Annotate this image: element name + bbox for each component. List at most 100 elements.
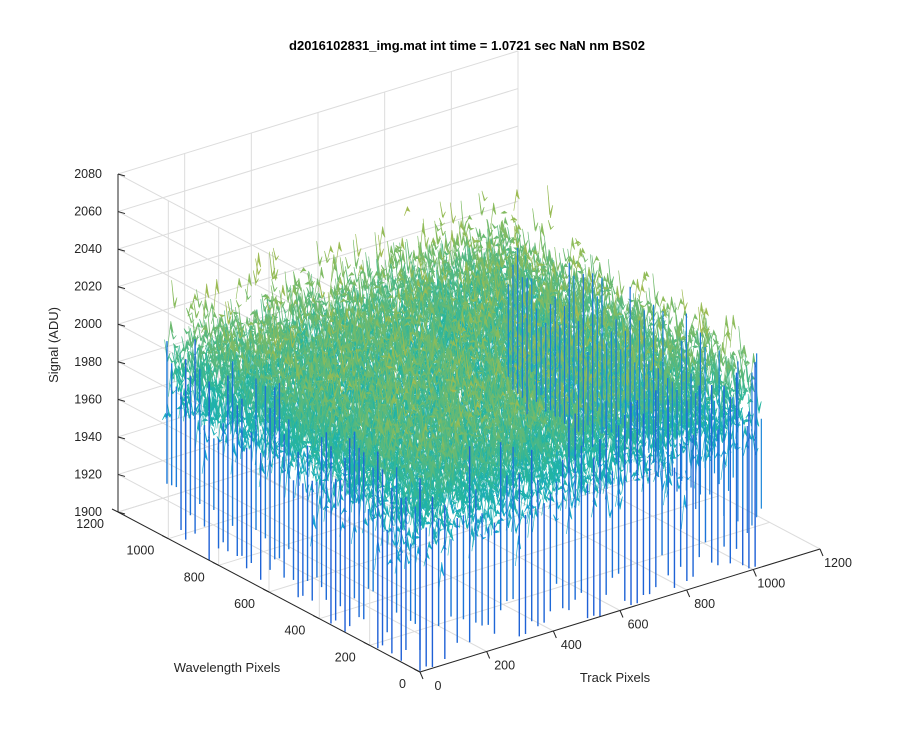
- surface-patch: [286, 302, 293, 331]
- surface-patch: [364, 274, 371, 290]
- surface-patch: [184, 339, 191, 353]
- surface-patch: [486, 218, 493, 239]
- surface-patch: [187, 302, 195, 317]
- surface-patch: [221, 417, 228, 433]
- surface-patch: [354, 289, 361, 319]
- surface-patch: [384, 259, 391, 283]
- surface-patch: [381, 268, 388, 279]
- surface-patch: [308, 271, 315, 288]
- surface-patch: [216, 316, 223, 348]
- surface-patch: [449, 246, 456, 267]
- surface-patch: [267, 308, 274, 334]
- surface-patch: [593, 255, 600, 265]
- surface-patch: [493, 245, 500, 263]
- surface-patch: [449, 202, 456, 224]
- surface-patch: [451, 279, 458, 295]
- surface-patch: [502, 232, 509, 243]
- surface-patch: [279, 290, 286, 309]
- surface-patch: [291, 299, 299, 308]
- surface-patch: [201, 418, 209, 422]
- surface-patch: [206, 398, 213, 418]
- surface-patch: [443, 251, 450, 256]
- surface-patch: [327, 284, 334, 317]
- surface-patch: [209, 383, 217, 387]
- surface-patch: [471, 236, 478, 244]
- surface-patch: [488, 252, 495, 282]
- surface-patch: [351, 291, 358, 322]
- surface-patch: [218, 313, 226, 318]
- surface-patch: [228, 310, 234, 330]
- surface-patch: [198, 354, 205, 369]
- surface-patch: [216, 436, 223, 443]
- surface-patch: [290, 284, 297, 309]
- surface-patch: [319, 313, 327, 318]
- surface-patch: [167, 321, 174, 348]
- surface-patch: [262, 350, 269, 372]
- surface-patch: [206, 339, 213, 372]
- surface-patch: [227, 301, 234, 316]
- surface-patch: [500, 210, 508, 214]
- surface-patch: [225, 329, 232, 337]
- surface-patch: [202, 303, 209, 320]
- surface-patch: [425, 244, 432, 271]
- surface-patch: [324, 250, 331, 264]
- surface-patch: [481, 190, 488, 202]
- surface-patch: [371, 275, 378, 304]
- surface-patch: [271, 295, 278, 323]
- surface-patch: [206, 351, 214, 354]
- surface-patch: [263, 294, 271, 301]
- surface-patch: [354, 308, 361, 321]
- surface-patch: [335, 257, 341, 283]
- surface-patch: [384, 286, 391, 309]
- surface-patch: [315, 292, 323, 304]
- surface-patch: [202, 299, 209, 328]
- surface-patch: [201, 449, 208, 474]
- surface-patch: [292, 309, 299, 339]
- surface-patch: [434, 220, 441, 245]
- surface-patch: [373, 270, 380, 280]
- surface-patch: [451, 249, 458, 266]
- surface-patch: [294, 306, 301, 321]
- floor-grid-line: [369, 521, 770, 646]
- surface-patch: [490, 202, 497, 230]
- surface-patch: [214, 378, 221, 394]
- surface-patch: [164, 339, 171, 362]
- surface-patch: [340, 292, 348, 296]
- surface-patch: [296, 295, 303, 320]
- surface-patch: [271, 279, 278, 293]
- surface-patch: [527, 231, 534, 257]
- surface-patch: [378, 306, 385, 316]
- surface-patch: [197, 322, 204, 342]
- surface-patch: [515, 223, 522, 235]
- surface-patch: [215, 381, 222, 415]
- surface-patch: [444, 269, 453, 274]
- surface-patch: [201, 325, 208, 334]
- surface-patch: [398, 237, 405, 265]
- surface-patch: [350, 278, 358, 293]
- surface-patch: [387, 241, 394, 264]
- surface-patch: [471, 245, 478, 261]
- surface-patch: [439, 217, 445, 227]
- surface-patch: [413, 287, 421, 296]
- surface-patch: [458, 221, 465, 246]
- surface-patch: [279, 284, 286, 310]
- surface-patch: [387, 254, 394, 278]
- surface-patch: [207, 309, 214, 340]
- surface-patch: [216, 324, 223, 343]
- surface-patch: [345, 266, 352, 285]
- surface-patch: [498, 224, 505, 239]
- surface-patch: [337, 313, 344, 321]
- surface-patch: [243, 316, 250, 341]
- surface-patch: [431, 245, 438, 266]
- surface-patch: [288, 330, 295, 358]
- surface-patch: [209, 396, 216, 424]
- surface-patch: [377, 254, 384, 281]
- surface-patch: [392, 246, 399, 260]
- surface-patch: [215, 335, 222, 351]
- surface-patch: [387, 272, 394, 293]
- surface-patch: [372, 284, 380, 290]
- surface-patch: [471, 236, 478, 250]
- surface-patch: [232, 355, 239, 369]
